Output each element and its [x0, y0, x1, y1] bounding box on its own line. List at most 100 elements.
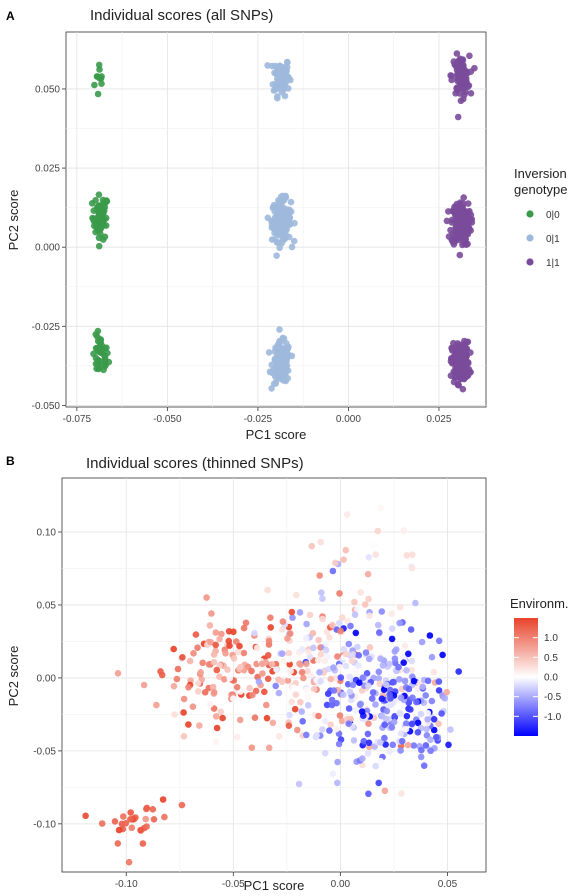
point-environment — [327, 721, 335, 728]
point-environment — [408, 756, 415, 763]
point-environment — [306, 611, 314, 619]
point-environment — [321, 657, 329, 665]
point-environment — [237, 663, 244, 671]
point-environment — [388, 724, 396, 731]
point-environment — [388, 625, 396, 632]
point-1-1 — [451, 203, 459, 210]
panel-b-title: Individual scores (thinned SNPs) — [86, 455, 304, 472]
point-environment — [268, 661, 276, 668]
point-environment — [315, 636, 322, 644]
point-environment — [303, 686, 310, 693]
panel-a-x-axis-title: PC1 score — [246, 427, 307, 442]
point-environment — [125, 858, 133, 866]
point-environment — [364, 750, 372, 757]
point-environment — [359, 755, 366, 762]
point-environment — [212, 629, 220, 636]
colorbar-tick-label: 0.0 — [544, 673, 558, 684]
point-environment — [207, 638, 214, 646]
point-environment — [376, 680, 384, 688]
point-environment — [409, 551, 416, 558]
point-environment — [309, 691, 317, 699]
point-environment — [275, 689, 283, 697]
point-1-1 — [465, 82, 473, 89]
point-environment — [213, 724, 221, 732]
point-environment — [248, 667, 255, 675]
point-environment — [349, 681, 357, 689]
point-environment — [388, 635, 396, 643]
point-environment — [362, 649, 370, 656]
point-environment — [441, 695, 449, 702]
point-environment — [400, 653, 407, 661]
point-1-1 — [452, 355, 460, 363]
point-0-1 — [283, 362, 291, 370]
point-environment — [355, 662, 362, 669]
point-environment — [445, 741, 452, 749]
legend-swatch-0-1 — [526, 234, 534, 242]
point-environment — [379, 662, 387, 669]
point-environment — [178, 801, 186, 809]
point-environment — [363, 670, 371, 677]
point-environment — [422, 692, 430, 699]
point-environment — [210, 705, 218, 712]
point-0-0 — [100, 199, 108, 207]
point-environment — [352, 629, 360, 637]
legend-title-line-1: Inversion — [514, 166, 567, 181]
point-environment — [403, 552, 411, 559]
point-environment — [329, 770, 337, 777]
point-1-1 — [464, 200, 472, 207]
point-environment — [284, 635, 291, 642]
point-environment — [377, 504, 385, 512]
point-1-1 — [456, 251, 464, 259]
point-environment — [203, 594, 210, 601]
point-environment — [356, 679, 363, 686]
point-environment — [396, 619, 403, 627]
point-environment — [372, 551, 380, 558]
point-environment — [346, 673, 354, 681]
point-environment — [262, 659, 270, 666]
point-environment — [426, 632, 434, 639]
panel-b-x-tick-label: 0.00 — [331, 879, 351, 890]
point-environment — [174, 665, 182, 673]
point-1-1 — [455, 218, 463, 226]
point-environment — [186, 657, 194, 665]
point-environment — [307, 672, 315, 679]
point-0-1 — [276, 326, 283, 333]
point-1-1 — [456, 90, 464, 97]
point-environment — [322, 717, 329, 725]
point-environment — [357, 589, 365, 596]
point-environment — [269, 719, 277, 727]
point-environment — [428, 653, 436, 661]
point-environment — [372, 701, 379, 708]
point-environment — [433, 733, 440, 741]
colorbar-title: Environm. — [510, 596, 569, 611]
point-0-1 — [277, 85, 284, 93]
point-environment — [299, 646, 306, 653]
point-environment — [300, 674, 307, 682]
point-environment — [309, 629, 317, 637]
point-environment — [375, 675, 383, 682]
point-environment — [288, 608, 296, 616]
point-environment — [365, 655, 373, 663]
point-environment — [404, 741, 412, 749]
point-1-1 — [445, 208, 452, 215]
point-environment — [157, 668, 164, 675]
point-0-1 — [268, 236, 276, 243]
point-environment — [114, 670, 122, 677]
point-1-1 — [448, 216, 456, 224]
point-environment — [265, 744, 273, 752]
panel-a-y-tick-label: -0.025 — [32, 322, 61, 333]
point-environment — [273, 666, 280, 673]
point-environment — [205, 661, 213, 668]
point-environment — [319, 615, 326, 623]
point-environment — [330, 687, 338, 694]
point-0-1 — [280, 236, 288, 243]
point-0-0 — [95, 242, 103, 250]
point-1-1 — [455, 211, 462, 218]
colorbar-ticks: 1.0 0.5 0.0 -0.5 -1.0 — [514, 633, 562, 723]
point-environment — [230, 628, 237, 636]
point-environment — [267, 624, 275, 631]
panel-a-x-tick-label: -0.050 — [153, 414, 182, 425]
point-0-1 — [274, 94, 281, 102]
panel-a-x-tick-label: 0.025 — [426, 414, 451, 425]
point-environment — [409, 694, 416, 701]
